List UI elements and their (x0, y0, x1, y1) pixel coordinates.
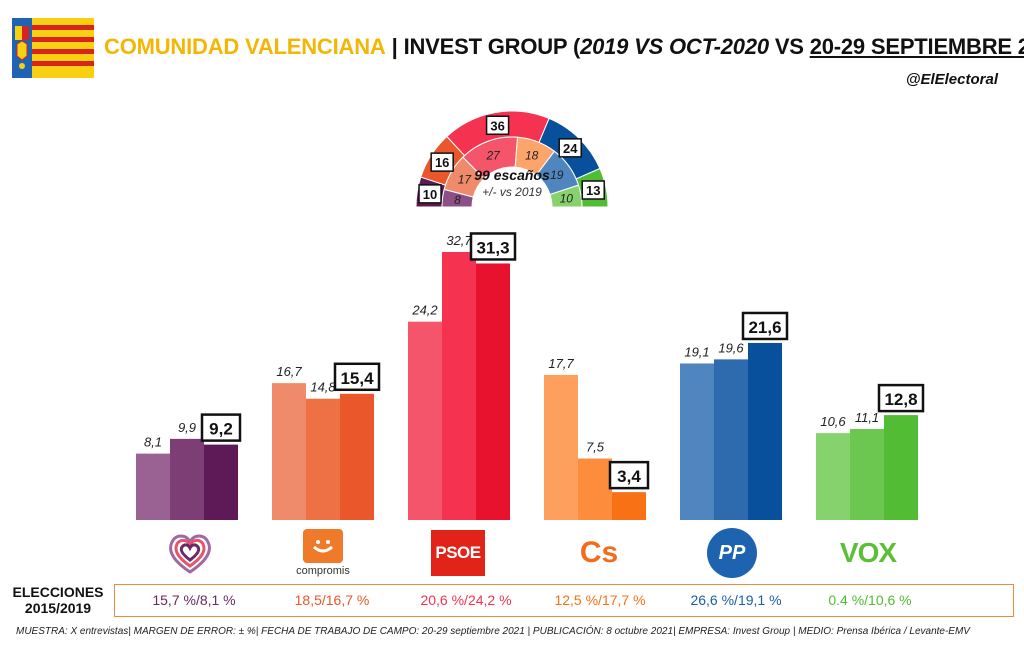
bar-data-label: 19,1 (684, 344, 709, 359)
bar-data-label: 24,2 (411, 303, 438, 318)
bar (408, 321, 442, 520)
compromis-text: compromis (296, 565, 350, 577)
bar (578, 458, 612, 520)
vox-text: VOX (839, 537, 897, 568)
heart-icon (169, 534, 211, 574)
bar (442, 252, 476, 520)
bar (272, 383, 306, 520)
bar (204, 444, 238, 520)
elections-label: ELECCIONES 2015/2019 (6, 584, 110, 616)
hemicycle-seat-box (485, 115, 510, 136)
bar (340, 393, 374, 520)
bar (136, 453, 170, 520)
hemicycle-subtitle: +/- vs 2019 (482, 185, 542, 199)
hemicycle-seat-label: 16 (435, 155, 449, 170)
bar (748, 342, 782, 520)
elections-label-line2: 2015/2019 (24, 600, 92, 616)
bar-data-label: 7,5 (586, 440, 605, 455)
bar (306, 398, 340, 520)
vox-logo: VOX (832, 524, 904, 582)
bar (850, 429, 884, 520)
hemicycle-seat-label: 8 (454, 193, 461, 207)
valencian-flag-icon (12, 18, 94, 78)
elections-box (114, 584, 1014, 617)
pp-logo: PP (704, 524, 760, 582)
bar-data-label: 21,6 (748, 318, 781, 337)
bar-data-label: 15,4 (340, 369, 374, 388)
hemicycle-seat-box (418, 184, 442, 204)
hemicycle-seat-label: 13 (586, 183, 600, 198)
cs-text: Cs (579, 536, 619, 569)
title-period-b: 20-29 SEPTIEMBRE 2021 (809, 34, 1024, 59)
bar-data-label: 10,6 (820, 414, 846, 429)
bar (816, 433, 850, 520)
bar-data-label: 16,7 (276, 364, 302, 379)
hemicycle-seat-label: 17 (458, 173, 473, 187)
hemicycle-seat-box (430, 152, 454, 172)
bar-data-label: 14,8 (310, 380, 336, 395)
hemicycle-seat-label: 27 (486, 148, 502, 162)
bar (884, 415, 918, 520)
bar-data-label: 12,8 (884, 390, 917, 409)
highlight-label-box (469, 232, 517, 261)
bar-data-label: 9,2 (209, 420, 233, 439)
twitter-handle: @ElElectoral (905, 71, 998, 88)
highlight-label-box (877, 383, 925, 413)
bar-data-label: 19,6 (718, 340, 744, 355)
page-title: COMUNIDAD VALENCIANA | INVEST GROUP (2019 … (104, 34, 1024, 60)
bar (680, 363, 714, 520)
bar-data-label: 31,3 (476, 238, 509, 257)
title-region: COMUNIDAD VALENCIANA (104, 34, 386, 59)
bar-data-label: 3,4 (617, 467, 641, 486)
compromis-logo: compromis (290, 524, 356, 582)
cs-logo: Cs (574, 524, 624, 582)
hemicycle-seat-label: 36 (490, 118, 504, 133)
hemicycle-seat-label: 10 (560, 191, 574, 205)
hemicycle-seat-box (581, 180, 605, 200)
hemicycle-title: 99 escaños (474, 167, 550, 183)
elections-value: 26,6 %/19,1 % (690, 592, 782, 608)
elections-value: 12,5 %/17,7 % (554, 592, 646, 608)
pp-text: PP (707, 528, 757, 578)
highlight-label-box (741, 311, 789, 341)
bar-data-label: 17,7 (548, 356, 574, 371)
elections-value: 15,7 %/8,1 % (152, 592, 236, 608)
elections-label-line1: ELECCIONES (12, 584, 104, 600)
title-separator: | (391, 34, 398, 59)
elections-value: 0.4 %/10,6 % (828, 592, 912, 608)
highlight-label-box (333, 362, 381, 392)
bar-data-label: 9,9 (178, 420, 196, 435)
bar (170, 438, 204, 520)
title-period-a: 2019 VS OCT-2020 (580, 34, 769, 59)
hemicycle-seat-box (558, 138, 582, 158)
title-vs: VS (774, 34, 804, 59)
title-paren-open: ( (572, 34, 581, 59)
bar (544, 374, 578, 520)
elections-value: 20,6 %/24,2 % (420, 592, 512, 608)
hemicycle-seat-label: 10 (423, 187, 437, 202)
bar-data-label: 8,1 (144, 435, 162, 450)
compromis-smile-icon (303, 529, 343, 563)
bar (612, 492, 646, 520)
psoe-logo: PSOE (430, 524, 486, 582)
hemicycle-seat-label: 19 (550, 168, 564, 182)
title-pollster: INVEST GROUP (403, 34, 568, 59)
psoe-text: PSOE (431, 530, 485, 576)
bar-data-label: 11,1 (855, 410, 879, 425)
unides-podem-logo (160, 524, 220, 582)
footnote: MUESTRA: X entrevistas| MARGEN DE ERROR:… (16, 626, 970, 637)
bar (714, 359, 748, 520)
highlight-label-box (200, 413, 242, 442)
highlight-label-box (608, 460, 650, 490)
hemicycle-seat-label: 24 (563, 141, 578, 156)
hemicycle-seat-label: 18 (525, 149, 539, 163)
bar (476, 263, 510, 520)
elections-value: 18,5/16,7 % (294, 592, 370, 608)
bar-data-label: 32,7 (446, 233, 472, 248)
